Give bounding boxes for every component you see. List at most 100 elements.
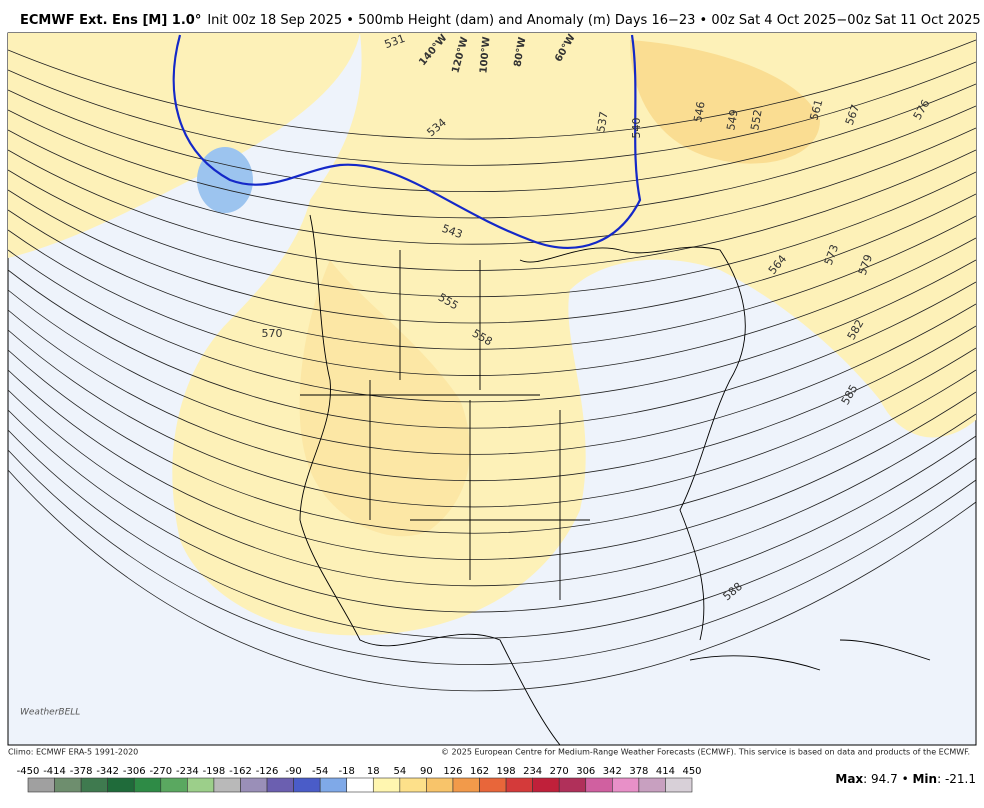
colorbar-label: 414 [656,766,675,777]
colorbar-label: -306 [123,766,146,777]
contour-line [7,61,977,166]
contour-line [7,369,977,560]
colorbar-swatch [266,777,294,793]
contour-line [7,449,977,665]
colorbar-swatch [532,777,560,793]
colorbar-label: 54 [393,766,406,777]
contour-line [7,189,977,324]
copyright: © 2025 European Centre for Medium-Range … [441,748,970,757]
max-label: Max [835,772,863,786]
colorbar-label: -18 [339,766,355,777]
colorbar-label: -162 [229,766,252,777]
max-value: 94.7 [871,772,898,786]
coastlines [299,214,931,746]
contour-line [7,409,977,613]
colorbar-swatch [399,777,427,793]
climo-note: Climo: ECMWF ERA-5 1991-2020 [8,748,138,757]
anomaly-positive-strong [299,260,470,537]
contour-label: 549 [724,108,740,131]
contour-label: 537 [594,110,610,133]
stats: Max: 94.7 • Min: -21.1 [835,772,976,786]
contour-line [7,289,977,455]
contour-line [7,229,977,376]
colon: : [863,772,871,786]
colorbar-label: 18 [367,766,380,777]
contour-line [7,349,977,534]
colorbar-swatch [27,777,55,793]
colorbar-swatch [107,777,135,793]
title-rest: Init 00z 18 Sep 2025 • 500mb Height (dam… [207,13,980,28]
longitude-label: 100°W [478,36,492,74]
colorbar-swatch [133,777,162,793]
colorbar-label: 90 [420,766,433,777]
min-value: -21.1 [945,772,976,786]
title-main: ECMWF Ext. Ens [M] 1.0° [20,13,201,28]
colorbar-swatch [80,777,108,793]
colorbar-label: 162 [470,766,489,777]
colorbar-label: -414 [43,766,66,777]
contour-label: 561 [808,98,826,122]
contour-line [7,329,977,508]
contour-line [7,309,977,482]
contour-label: 540 [630,118,643,139]
colorbar-label: -126 [256,766,279,777]
contour-label: 570 [262,327,283,340]
title: ECMWF Ext. Ens [M] 1.0° Init 00z 18 Sep 2… [20,13,981,28]
colorbar-swatch [452,777,480,793]
contour-label: 546 [691,100,707,123]
longitude-label: 80°W [512,36,528,67]
contour-540 [172,34,642,249]
colorbar-label: 342 [603,766,622,777]
colorbar-swatch [612,777,640,793]
anomaly-negative [197,147,253,213]
colorbar-label: 306 [576,766,595,777]
logo: WeatherBELL [20,708,80,718]
colorbar-swatch [240,777,268,793]
colorbar-swatch [665,777,693,793]
colon: : [937,772,945,786]
colorbar-label: -90 [285,766,301,777]
colorbar-swatch [479,777,507,793]
colorbar-label: -270 [149,766,172,777]
colorbar-swatch [213,777,241,793]
anomaly-positive [8,33,360,258]
contour-line [7,469,977,692]
colorbar-swatch [426,777,454,793]
colorbar-label: -378 [70,766,93,777]
colorbar-label: 270 [550,766,569,777]
contour-line [7,39,977,140]
colorbar-swatch [558,777,587,793]
colorbar-label: -450 [17,766,40,777]
colorbar-label: 234 [523,766,542,777]
contour-line [7,249,977,403]
anomaly-positive-strong [630,40,820,164]
colorbar-swatch [293,777,321,793]
colorbar-label: 126 [443,766,462,777]
colorbar-swatch [346,777,374,793]
min-label: Min [912,772,937,786]
colorbar-swatch [372,777,401,793]
colorbar-swatch [505,777,533,793]
contour-label: 552 [748,108,764,131]
colorbar-swatch [160,777,188,793]
colorbar-label: -234 [176,766,199,777]
colorbar-label: 378 [629,766,648,777]
contour-line [7,269,977,429]
colorbar-swatch [585,777,613,793]
colorbar-swatch [638,777,666,793]
separator: • [898,772,913,786]
contour-line [7,149,977,271]
contour-line [7,389,977,587]
contour-line [7,83,977,192]
colorbar-swatch [319,777,348,793]
colorbar-label: -54 [312,766,328,777]
colorbar-swatch [187,777,215,793]
contour-line [7,127,977,245]
colorbar-label: -198 [203,766,226,777]
contour-line [7,105,977,219]
colorbar-label: -342 [96,766,119,777]
colorbar-label: 450 [682,766,701,777]
colorbar-swatch [54,777,82,793]
